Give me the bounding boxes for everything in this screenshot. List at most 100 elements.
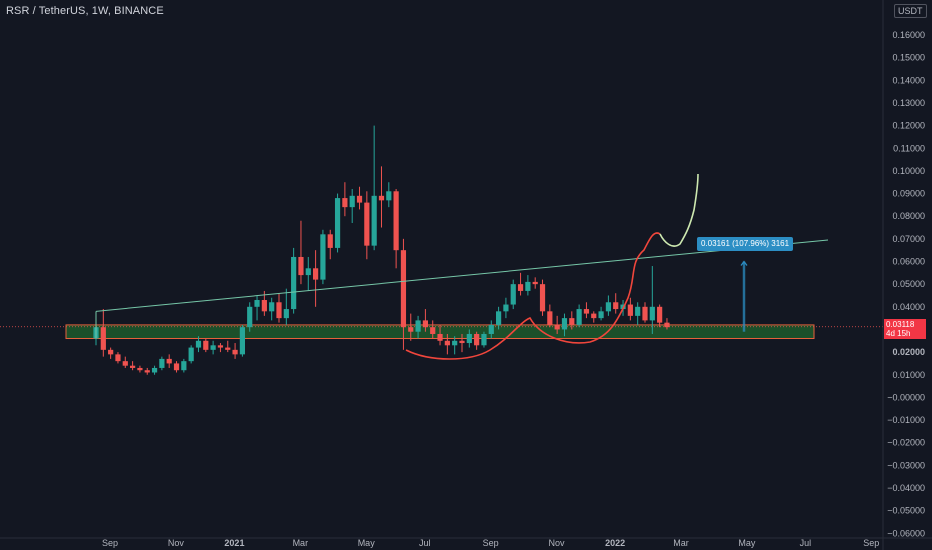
candle <box>444 340 450 346</box>
candle <box>166 358 172 364</box>
candle <box>276 302 282 319</box>
candle <box>313 268 319 280</box>
price-tick-label: 0.11000 <box>893 143 925 153</box>
time-tick-label: Sep <box>483 538 499 548</box>
candle <box>635 306 641 316</box>
candle <box>422 320 428 328</box>
candle <box>327 234 333 248</box>
last-price: 0.03118 <box>886 320 915 329</box>
price-tick-label: 0.08000 <box>892 211 925 221</box>
candle <box>349 195 355 208</box>
candle <box>283 309 289 319</box>
trendline <box>95 239 829 312</box>
candle <box>269 302 275 312</box>
candle <box>598 311 604 319</box>
candle <box>386 191 392 201</box>
candle <box>576 309 582 325</box>
measure-arrow <box>740 260 748 266</box>
candle <box>649 306 655 321</box>
candle <box>547 311 553 325</box>
candle <box>561 318 568 330</box>
time-tick-label: Jul <box>419 538 431 548</box>
candle <box>291 256 297 310</box>
time-tick-label: Mar <box>673 538 689 548</box>
candle <box>642 306 648 321</box>
candle <box>108 349 114 355</box>
price-tick-label: 0.10000 <box>892 166 925 176</box>
candle <box>247 306 253 328</box>
time-tick-label: Jul <box>800 538 812 548</box>
candle <box>261 300 267 312</box>
time-tick-label: Sep <box>102 538 118 548</box>
time-tick-label: May <box>358 538 376 548</box>
candle-bodies <box>93 191 670 373</box>
cup-and-handle-sketch <box>405 232 661 360</box>
last-price-badge: 0.03118 4d 15h <box>884 319 926 339</box>
candle <box>305 268 311 276</box>
candle <box>356 195 363 203</box>
time-tick-label: Nov <box>549 538 566 548</box>
candle <box>488 324 494 334</box>
symbol-header[interactable]: RSR / TetherUS, 1W, BINANCE <box>6 5 164 17</box>
candle <box>569 318 575 325</box>
candle <box>181 361 187 371</box>
candle <box>532 281 538 285</box>
measure-label: 0.03161 (107.96%) 3161 <box>697 237 794 251</box>
price-tick-label: −0.05000 <box>887 506 925 516</box>
price-tick-label: 0.13000 <box>892 98 925 108</box>
price-tick-label: 0.16000 <box>892 30 925 40</box>
candle <box>539 284 546 312</box>
price-tick-label: 0.07000 <box>892 234 925 244</box>
candle <box>481 333 487 346</box>
time-axis[interactable]: Sep Nov 2021 Mar May Jul Sep Nov 2022 Mar May Jul Se… <box>0 537 932 548</box>
price-tick-label: 0.15000 <box>892 53 925 63</box>
candle <box>525 281 531 291</box>
candle <box>115 354 121 362</box>
candle <box>100 327 106 350</box>
currency-badge[interactable]: USDT <box>894 4 927 18</box>
price-tick-label: 0.09000 <box>892 189 925 199</box>
candle <box>320 234 326 280</box>
candle <box>130 365 136 368</box>
candle <box>144 370 150 373</box>
price-tick-label: 0.02000 <box>892 347 925 357</box>
price-tick-label: 0.14000 <box>892 75 925 85</box>
candle <box>239 327 245 355</box>
candle <box>657 306 663 323</box>
candle <box>210 345 216 350</box>
candle <box>613 302 619 310</box>
time-tick-label: May <box>738 538 756 548</box>
candle <box>195 340 202 348</box>
candle <box>517 284 524 291</box>
candle <box>334 198 341 248</box>
price-tick-label: 0.06000 <box>892 257 925 267</box>
candle <box>137 367 143 371</box>
time-tick-label: 2021 <box>224 538 244 548</box>
candle <box>554 324 560 330</box>
candle <box>188 347 194 362</box>
price-axis[interactable]: 0.16000 0.15000 0.14000 0.13000 0.12000 0.110… <box>887 30 925 538</box>
candle <box>254 300 260 307</box>
candle <box>496 311 502 325</box>
price-tick-label: −0.01000 <box>887 415 925 425</box>
bar-countdown: 4d 15h <box>886 329 911 338</box>
projection-sketch <box>659 173 699 247</box>
candle <box>298 256 304 276</box>
candle <box>466 333 472 344</box>
candle <box>378 195 385 201</box>
price-tick-label: 0.12000 <box>892 121 925 131</box>
candle <box>371 195 377 246</box>
candle <box>203 340 209 350</box>
candle <box>173 363 180 371</box>
price-tick-label: −0.00000 <box>887 392 925 402</box>
candle <box>400 250 407 328</box>
time-tick-label: 2022 <box>605 538 625 548</box>
candle <box>459 340 465 344</box>
price-tick-label: 0.05000 <box>892 279 925 289</box>
candle <box>342 198 348 208</box>
candle <box>159 358 165 368</box>
time-tick-label: Sep <box>863 538 879 548</box>
candle <box>510 284 516 305</box>
candle <box>664 322 670 328</box>
